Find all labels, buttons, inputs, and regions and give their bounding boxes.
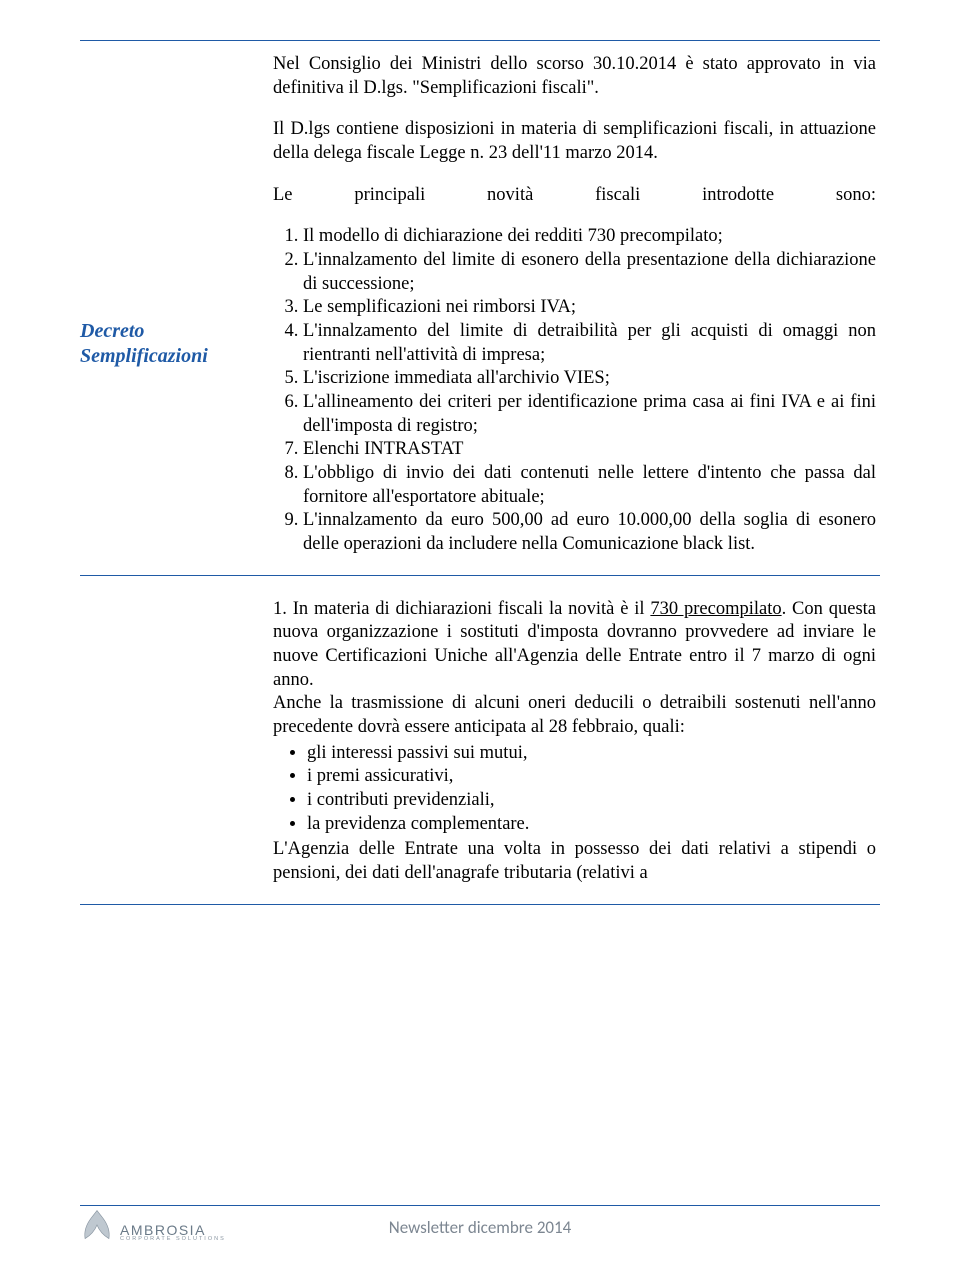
- footer: AMBROSIA CORPORATE SOLUTIONS Newsletter …: [80, 1208, 880, 1242]
- table-row: Decreto Semplificazioni Nel Consiglio de…: [80, 41, 880, 576]
- detail-underlined: 730 precompilato: [650, 599, 781, 619]
- list-item: L'allineamento dei criteri per identific…: [303, 391, 876, 438]
- bullet-list: gli interessi passivi sui mutui, i premi…: [273, 742, 876, 837]
- bullet-item: la previdenza complementare.: [307, 813, 876, 837]
- table-row: 1. In materia di dichiarazioni fiscali l…: [80, 576, 880, 905]
- bullet-item: gli interessi passivi sui mutui,: [307, 742, 876, 766]
- novita-line: Le principali novità fiscali introdotte …: [273, 184, 876, 208]
- detail-p3: L'Agenzia delle Entrate una volta in pos…: [273, 838, 876, 885]
- intro-paragraph-2: Il D.lgs contiene disposizioni in materi…: [273, 118, 876, 165]
- list-item: L'obbligo di invio dei dati contenuti ne…: [303, 462, 876, 509]
- title-line-1: Decreto: [80, 320, 144, 342]
- list-item: L'iscrizione immediata all'archivio VIES…: [303, 367, 876, 391]
- bullet-item: i contributi previdenziali,: [307, 789, 876, 813]
- list-item: L'innalzamento del limite di detraibilit…: [303, 320, 876, 367]
- list-item: Elenchi INTRASTAT: [303, 438, 876, 462]
- novita-list: Il modello di dichiarazione dei redditi …: [273, 225, 876, 556]
- page: Decreto Semplificazioni Nel Consiglio de…: [0, 0, 960, 1266]
- right-cell: 1. In materia di dichiarazioni fiscali l…: [265, 576, 880, 904]
- list-item: L'innalzamento da euro 500,00 ad euro 10…: [303, 509, 876, 556]
- title-line-2: Semplificazioni: [80, 345, 208, 367]
- list-item: L'innalzamento del limite di esonero del…: [303, 249, 876, 296]
- bullet-item: i premi assicurativi,: [307, 765, 876, 789]
- left-cell-empty: [80, 576, 265, 904]
- left-cell: Decreto Semplificazioni: [80, 41, 265, 575]
- detail-num: 1.: [273, 599, 287, 619]
- list-item: Il modello di dichiarazione dei redditi …: [303, 225, 876, 249]
- section-title: Decreto Semplificazioni: [80, 319, 257, 369]
- intro-paragraph-1: Nel Consiglio dei Ministri dello scorso …: [273, 53, 876, 100]
- detail-p1: 1. In materia di dichiarazioni fiscali l…: [273, 598, 876, 693]
- detail-p2: Anche la trasmissione di alcuni oneri de…: [273, 692, 876, 739]
- footer-rule: [80, 1205, 880, 1206]
- right-cell: Nel Consiglio dei Ministri dello scorso …: [265, 41, 880, 575]
- detail-lead: In materia di dichiarazioni fiscali la n…: [293, 599, 651, 619]
- footer-text: Newsletter dicembre 2014: [80, 1217, 880, 1238]
- list-item: Le semplificazioni nei rimborsi IVA;: [303, 296, 876, 320]
